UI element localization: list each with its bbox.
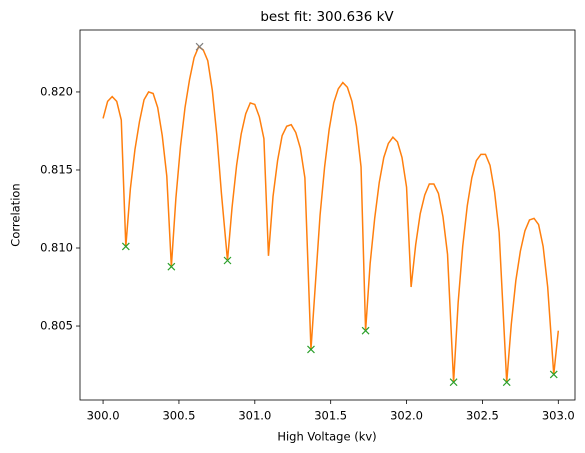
marker (502, 378, 511, 387)
chart-title: best fit: 300.636 kV (260, 9, 394, 25)
marker (307, 345, 315, 354)
marker (549, 370, 558, 379)
x-tick-label: 301.0 (238, 409, 271, 423)
marker (449, 378, 458, 387)
plot-frame (79, 29, 576, 401)
marker (121, 242, 130, 251)
line (102, 45, 560, 383)
y-tick-label: 0.820 (40, 84, 73, 98)
x-axis-label: High Voltage (kv) (277, 430, 376, 444)
x-tick-label: 301.5 (314, 409, 347, 423)
x-tick-label: 300.0 (87, 409, 120, 423)
x-tick-label: 302.0 (390, 409, 423, 423)
marker (195, 42, 204, 51)
y-tick-label: 0.815 (40, 162, 73, 176)
x-tick-label: 300.5 (162, 409, 195, 423)
y-tick-label: 0.810 (40, 241, 73, 255)
marker (223, 256, 232, 265)
marker (361, 326, 370, 335)
y-axis-label: Correlation (9, 183, 23, 246)
marker (167, 262, 176, 271)
x-tick-label: 302.5 (466, 409, 499, 423)
x-tick-label: 303.0 (542, 409, 575, 423)
y-tick-label: 0.805 (40, 319, 73, 333)
